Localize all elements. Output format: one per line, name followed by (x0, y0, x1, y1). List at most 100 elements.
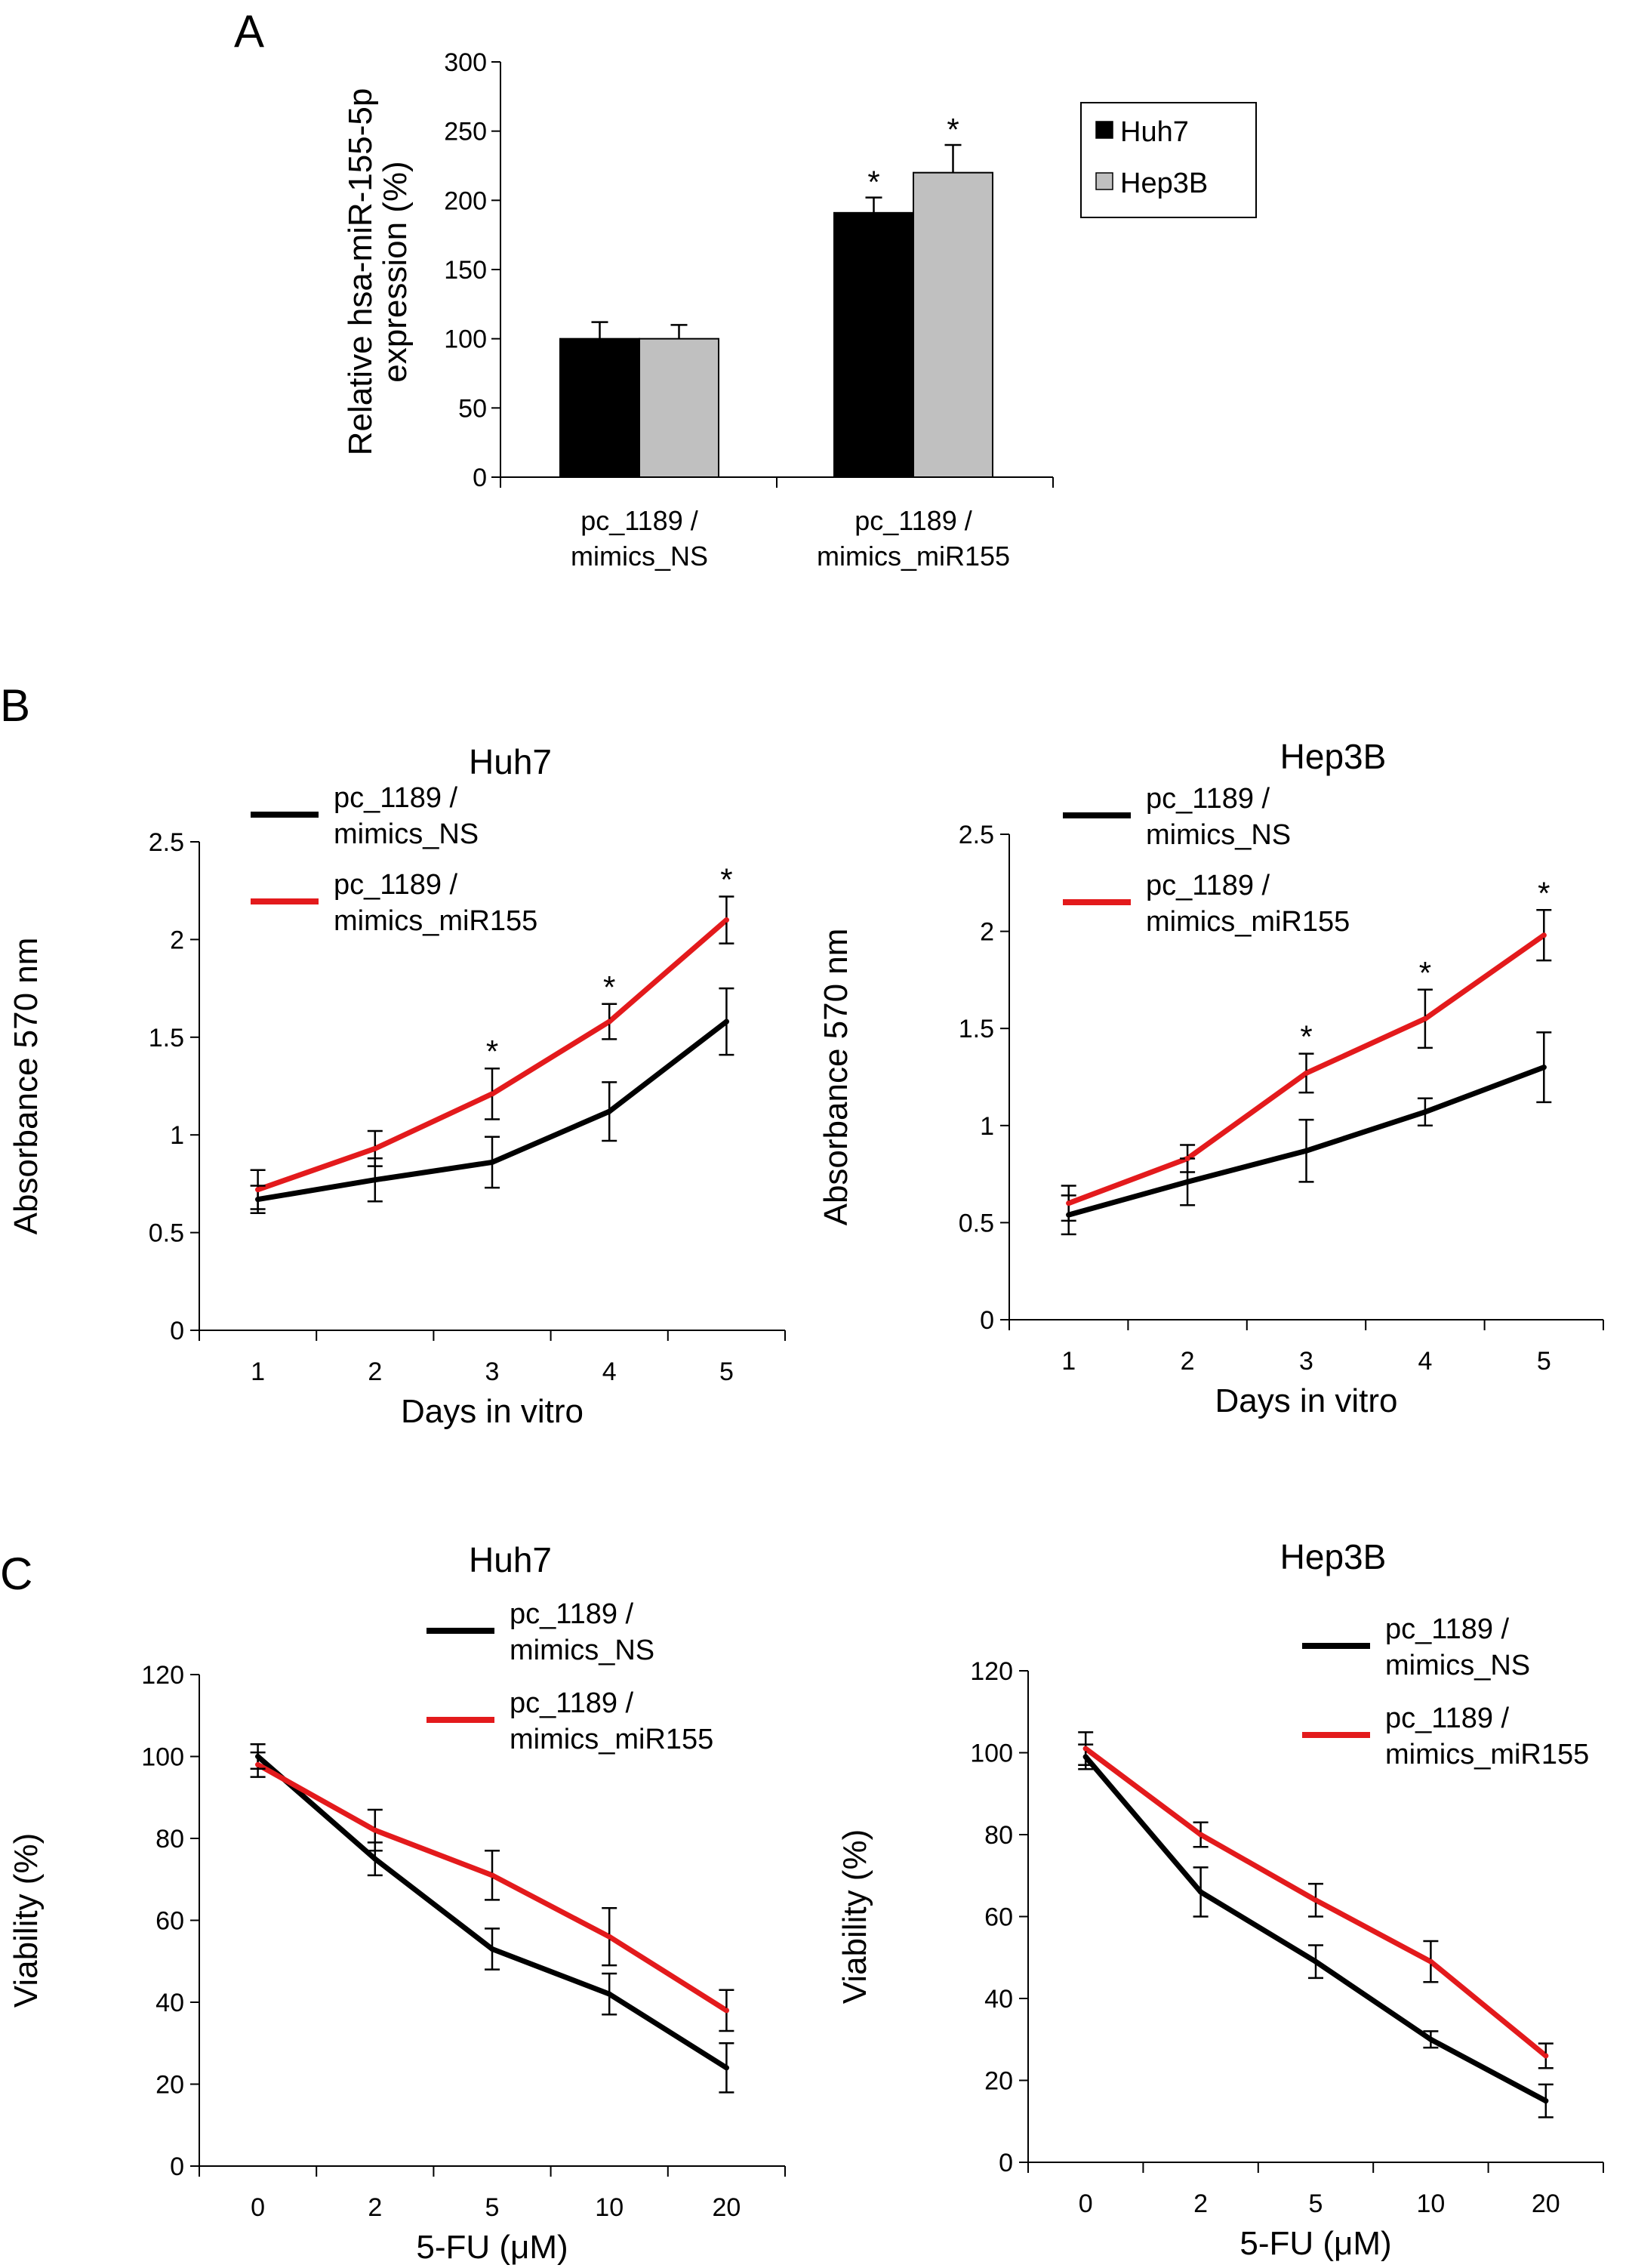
legend-label: pc_1189 / (1146, 783, 1270, 815)
data-point (723, 2065, 729, 2071)
y-tick-label: 0.5 (959, 1209, 994, 1237)
chart-b-hep3b: Hep3B 0 0.5 1 1.5 2 2.5 1 2 3 4 5 Days in vitro Absor… (818, 737, 1604, 1419)
x-axis-label: 5-FU (μM) (1239, 2225, 1391, 2262)
chart-a-bar: 0 50 100 150 200 250 300 * * pc_1189 / mimics_NS pc… (342, 48, 1257, 572)
x-tick-label: 1 (1061, 1347, 1076, 1376)
y-tick-label: 100 (970, 1740, 1013, 1768)
y-tick-label: 1 (170, 1121, 184, 1150)
x-tick-label: 1 (251, 1357, 265, 1386)
data-point (723, 1018, 729, 1025)
x-tick-label: 5 (1537, 1347, 1551, 1376)
x-tick-label: 10 (1416, 2189, 1445, 2218)
y-tick-label: 0 (170, 1317, 184, 1345)
data-point (1427, 2036, 1433, 2042)
data-point (606, 1108, 612, 1114)
x-tick-label: 2 (368, 2193, 382, 2222)
y-tick-label: 80 (984, 1821, 1013, 1850)
data-point (1313, 1958, 1319, 1964)
legend-label: mimics_miR155 (334, 905, 537, 937)
legend-label: mimics_miR155 (510, 1724, 713, 1755)
data-point (1066, 1200, 1072, 1206)
y-tick-label: 300 (444, 48, 487, 77)
significance-star: * (1300, 1019, 1312, 1055)
data-point (606, 1018, 612, 1025)
legend-label: Hep3B (1120, 168, 1208, 199)
data-point (372, 1177, 378, 1183)
y-tick-label: 2 (980, 918, 994, 947)
data-point (1313, 1897, 1319, 1903)
data-point (1422, 1109, 1428, 1115)
x-tick-label: 5 (1309, 2189, 1323, 2218)
legend-swatch (1095, 121, 1113, 139)
series-line-0 (1082, 1754, 1549, 2104)
category-label: mimics_miR155 (817, 541, 1010, 572)
legend-label: pc_1189 / (510, 1687, 634, 1719)
x-tick-label: 5 (485, 2193, 500, 2222)
x-tick-label: 10 (595, 2193, 624, 2222)
data-point (1304, 1148, 1309, 1154)
y-tick-label: 0 (473, 464, 487, 492)
legend-label: pc_1189 / (510, 1598, 634, 1630)
x-tick-label: 0 (251, 2193, 265, 2222)
data-point (489, 1091, 495, 1097)
data-point (606, 1934, 612, 1940)
chart-title: Huh7 (469, 742, 552, 781)
y-tick-label: 1 (980, 1112, 994, 1141)
chart-c-hep3b: Hep3B 0 20 40 60 80 100 120 0 2 5 10 20 5-FU (μM) Viab… (836, 1537, 1604, 2262)
legend-label: mimics_NS (1385, 1650, 1530, 1681)
data-point (1184, 1156, 1190, 1162)
chart-c-huh7: Huh7 0 20 40 60 80 100 120 0 2 5 10 20 5-FU (μM) Viabi… (8, 1540, 786, 2266)
legend-swatch (1095, 172, 1113, 190)
y-axis-label: Absorbance 570 nm (8, 938, 45, 1235)
x-tick-label: 2 (1193, 2189, 1208, 2218)
category-label: mimics_NS (571, 541, 708, 572)
legend-label: mimics_NS (334, 818, 479, 850)
panel-letter-c: C (0, 1548, 32, 1599)
significance-star: * (486, 1034, 498, 1069)
data-point (1427, 1958, 1433, 1964)
y-axis-label: Viability (%) (836, 1829, 873, 2004)
data-point (489, 1159, 495, 1165)
y-tick-label: 20 (156, 2071, 184, 2100)
y-tick-label: 100 (444, 325, 487, 354)
y-axis-label: Absorbance 570 nm (818, 929, 855, 1226)
significance-star: * (720, 861, 732, 897)
y-tick-label: 250 (444, 118, 487, 146)
data-point (372, 1827, 378, 1833)
x-axis-label: Days in vitro (1215, 1382, 1397, 1419)
legend-label: pc_1189 / (334, 869, 458, 901)
y-tick-label: 50 (458, 394, 487, 423)
x-tick-label: 3 (1299, 1347, 1313, 1376)
y-tick-label: 2.5 (149, 828, 184, 857)
legend-label: pc_1189 / (1146, 870, 1270, 901)
data-point (372, 1856, 378, 1862)
data-point (723, 917, 729, 923)
bar-hep3b-0 (639, 337, 719, 478)
significance-star: * (947, 112, 959, 147)
x-tick-label: 20 (712, 2193, 741, 2222)
legend-label: pc_1189 / (1385, 1613, 1510, 1645)
x-tick-label: 3 (485, 1357, 500, 1386)
legend-label: mimics_NS (510, 1635, 654, 1666)
y-tick-label: 40 (156, 1989, 184, 2017)
x-tick-label: 4 (1418, 1347, 1432, 1376)
data-point (1198, 1832, 1204, 1838)
x-axis-label: Days in vitro (401, 1393, 584, 1430)
x-tick-label: 20 (1532, 2189, 1560, 2218)
y-axis-label: Relative hsa-miR-155-5p (342, 88, 379, 456)
significance-star: * (1538, 875, 1550, 911)
significance-star: * (1419, 955, 1431, 991)
data-point (1541, 932, 1547, 938)
data-point (1082, 1746, 1089, 1752)
y-axis-label: Viability (%) (8, 1833, 45, 2008)
y-tick-label: 0 (999, 2149, 1013, 2177)
data-point (723, 2008, 729, 2014)
data-point (1541, 1065, 1547, 1071)
panel-letter-b: B (0, 680, 30, 731)
y-tick-label: 60 (156, 1907, 184, 1936)
data-point (606, 1991, 612, 1997)
y-tick-label: 1.5 (149, 1024, 184, 1052)
legend-label: mimics_miR155 (1385, 1739, 1589, 1770)
data-point (255, 1187, 261, 1193)
